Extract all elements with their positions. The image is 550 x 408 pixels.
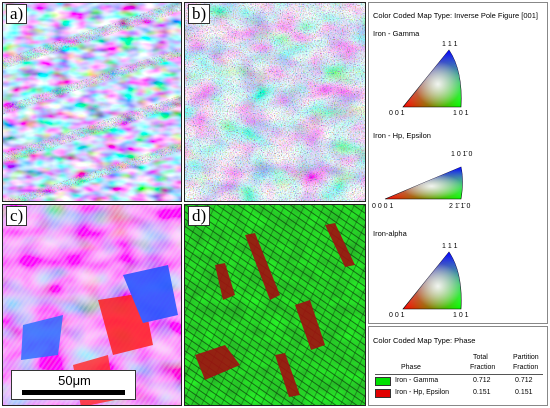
ipf-alpha-right-label: 1 0 1 <box>453 312 469 319</box>
panel-label-c: c) <box>6 206 28 226</box>
scale-bar-label: 50μm <box>58 373 91 388</box>
phase-row-epsilon-total: 0.151 <box>473 389 491 396</box>
phase-legend: Color Coded Map Type: Phase Total Partit… <box>368 326 548 406</box>
ipf-phase-name-epsilon: Iron - Hp, Epsilon <box>373 131 431 140</box>
phase-header: Phase <box>401 364 421 371</box>
ipf-alpha-left-label: 0 0 1 <box>389 312 405 319</box>
ipf-triangles <box>384 49 463 310</box>
scale-bar-line <box>22 390 125 395</box>
ebsd-map-a-image <box>3 3 181 201</box>
header-rule <box>375 374 543 375</box>
ipf-triangle-alpha <box>402 251 462 310</box>
ebsd-map-b-image <box>185 3 365 201</box>
panel-label-a: a) <box>6 4 28 24</box>
ebsd-map-panel-c: c) 50μm <box>2 204 182 406</box>
ipf-epsilon-left-label: 0 0 0 1 <box>372 203 394 210</box>
ipf-epsilon-right-label: 2 1̄ 1̄ 0 <box>449 203 471 210</box>
ipf-alpha-top-label: 1 1 1 <box>442 243 458 250</box>
phase-row-epsilon-partition: 0.151 <box>515 389 533 396</box>
phase-swatch-gamma <box>375 377 391 386</box>
phase-legend-title: Color Coded Map Type: Phase <box>373 336 476 345</box>
ipf-triangle-epsilon <box>384 166 463 200</box>
panel-label-b: b) <box>188 4 211 24</box>
phase-swatch-epsilon <box>375 389 391 398</box>
total-header-1: Total <box>473 354 488 361</box>
panel-label-d: d) <box>188 206 211 226</box>
phase-row-gamma-partition: 0.712 <box>515 377 533 384</box>
ipf-phase-name-alpha: Iron-alpha <box>373 229 407 238</box>
ipf-epsilon-top-label: 1 0 1̄ 0 <box>451 151 473 158</box>
ipf-gamma-left-label: 0 0 1 <box>389 110 405 117</box>
ipf-gamma-right-label: 1 0 1 <box>453 110 469 117</box>
ipf-gamma-top-label: 1 1 1 <box>442 41 458 48</box>
partition-header-1: Partition <box>513 354 539 361</box>
ipf-legend: Color Coded Map Type: Inverse Pole Figur… <box>368 2 548 324</box>
phase-row-gamma-total: 0.712 <box>473 377 491 384</box>
ipf-phase-name-gamma: Iron - Gamma <box>373 29 420 38</box>
ebsd-phase-map-d-image <box>185 205 365 405</box>
ipf-triangle-gamma <box>402 49 462 108</box>
ebsd-map-panel-d: d) <box>184 204 366 406</box>
ebsd-map-panel-a: a) <box>2 2 182 202</box>
partition-header-2: Fraction <box>513 364 539 371</box>
phase-row-epsilon-name: Iron - Hp, Epsilon <box>395 389 450 396</box>
phase-row-gamma-name: Iron - Gamma <box>395 377 439 384</box>
total-header-2: Fraction <box>470 364 496 371</box>
ipf-legend-title: Color Coded Map Type: Inverse Pole Figur… <box>373 11 538 20</box>
scale-bar: 50μm <box>11 370 136 400</box>
ebsd-map-panel-b: b) <box>184 2 366 202</box>
